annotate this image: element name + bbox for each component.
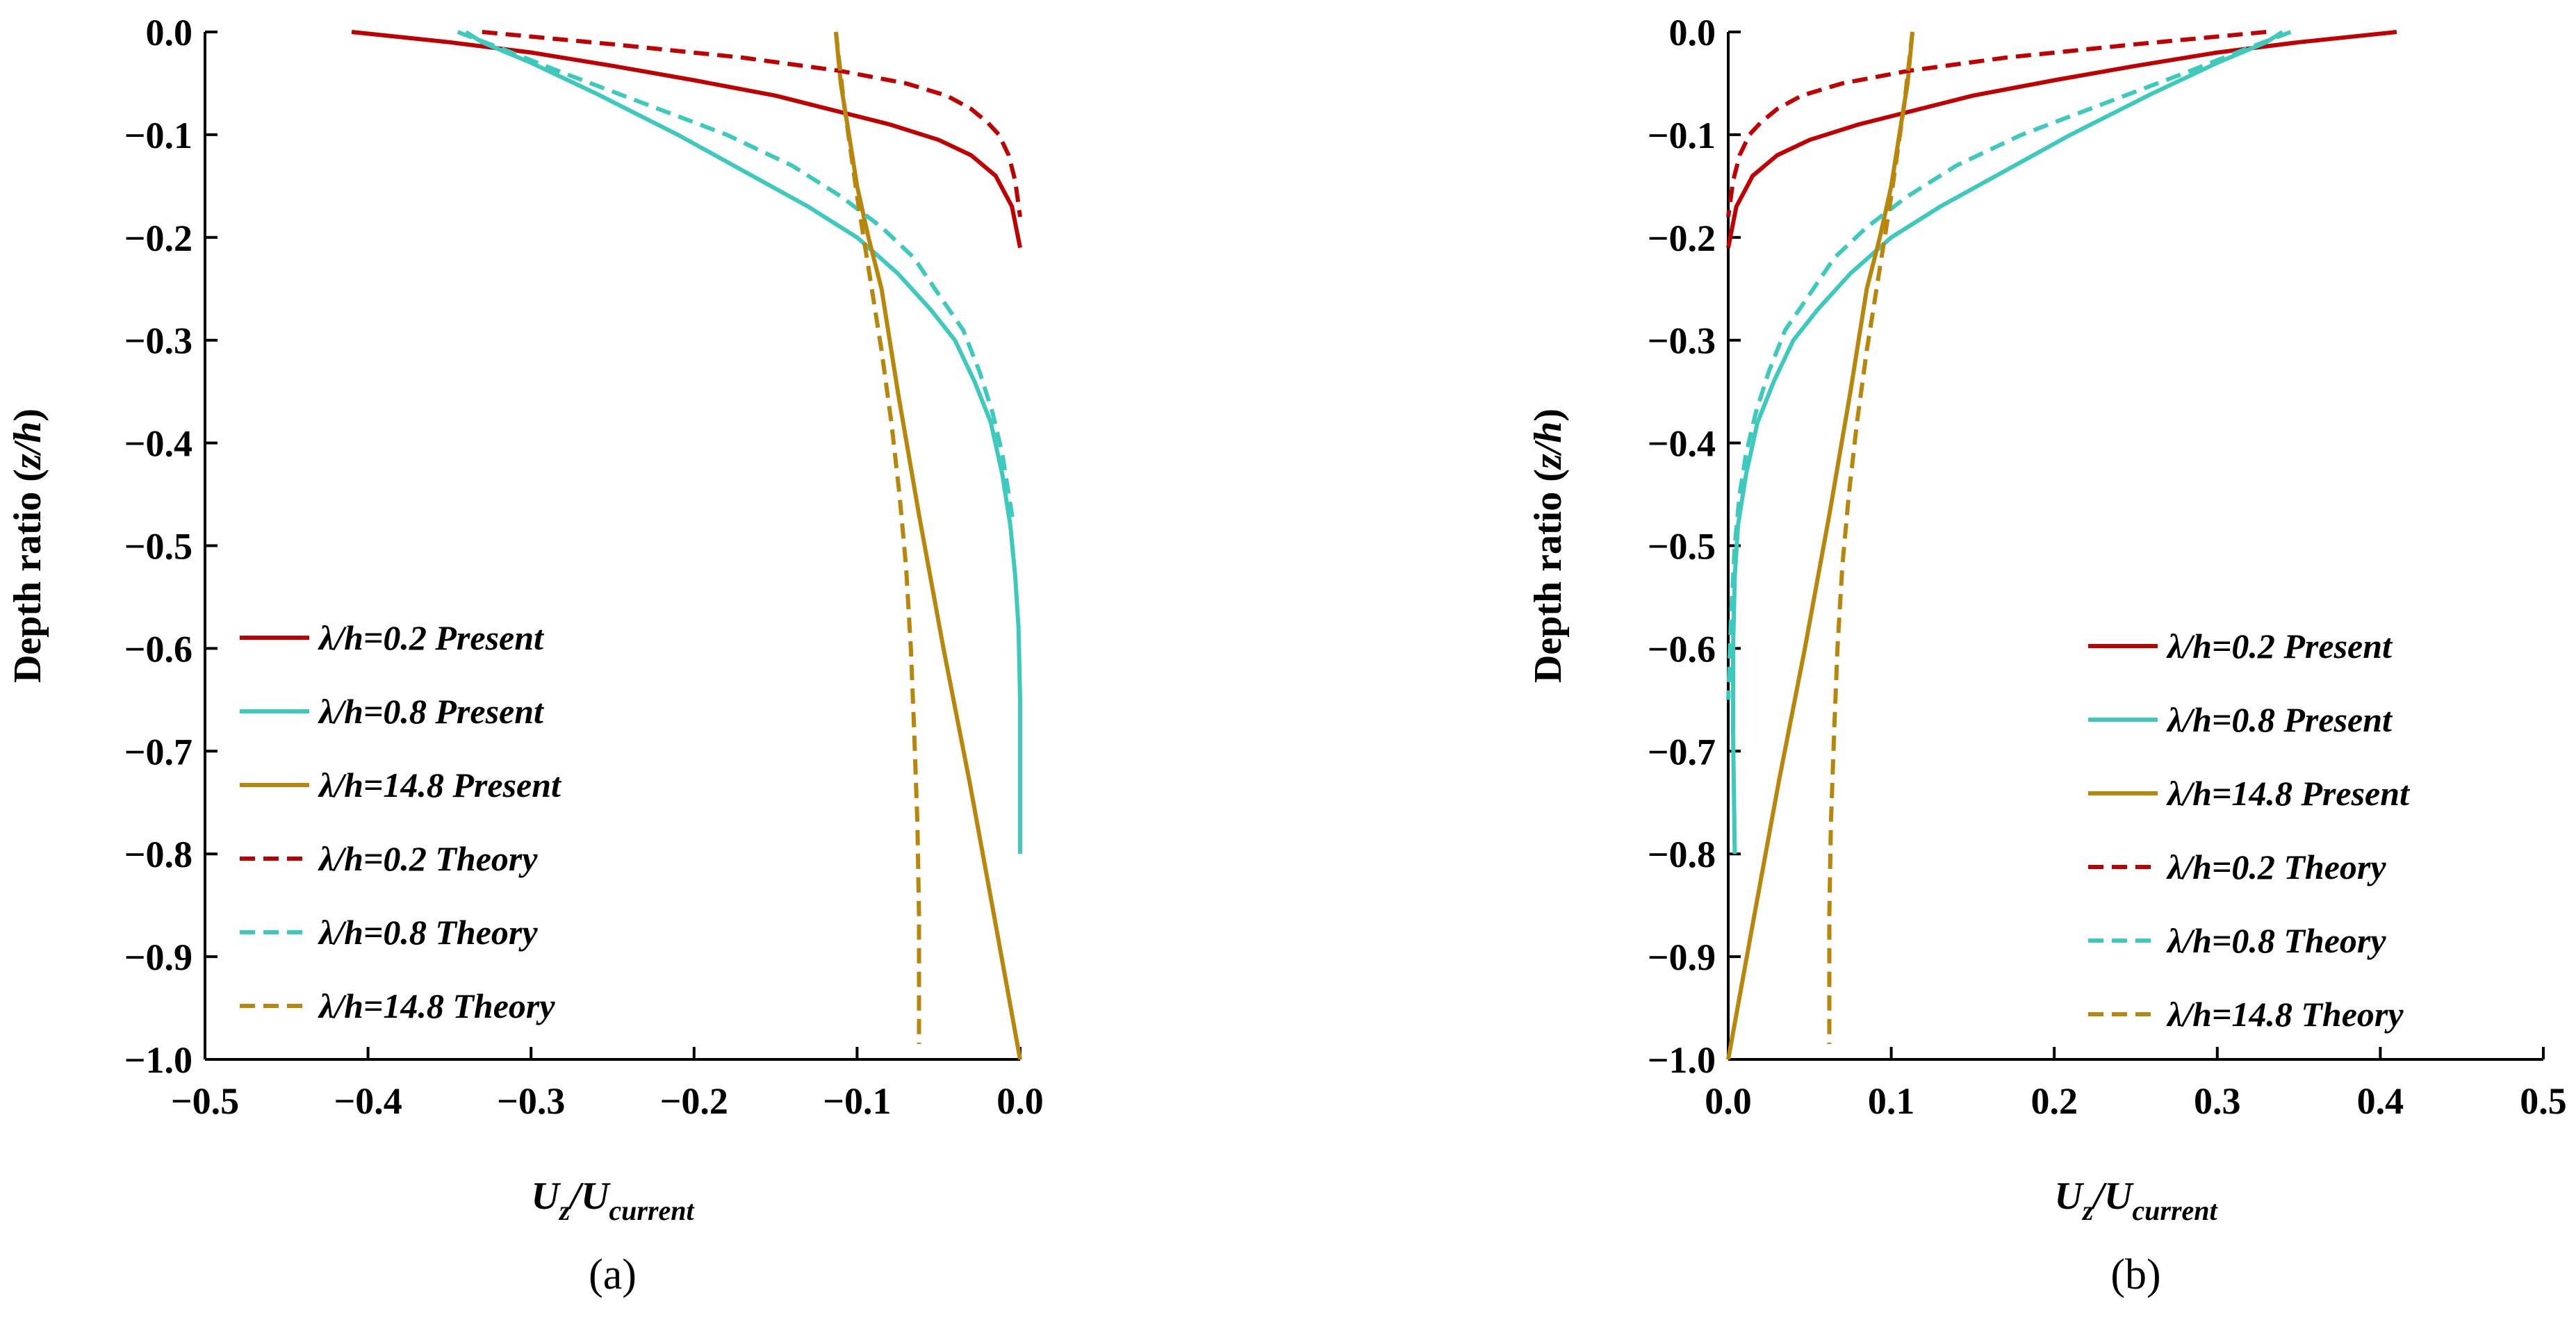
series-line-s02t (1726, 30, 2267, 217)
y-tick-label: 0.0 (146, 12, 193, 53)
y-tick-label: −0.1 (1648, 115, 1716, 156)
y-tick-label: −0.1 (124, 115, 192, 156)
x-tick-label: 0.0 (1705, 1080, 1752, 1122)
x-tick-label: 0.4 (2357, 1080, 2404, 1122)
y-tick-label: −0.4 (1648, 423, 1716, 465)
legend-label-s148p: λ/h=14.8 Present (2166, 774, 2411, 813)
y-tick-label: −0.7 (1648, 731, 1716, 772)
series-line-s02t (482, 30, 1022, 217)
x-axis-title: Uz/Ucurrent (531, 1175, 695, 1226)
y-tick-label: −0.3 (1648, 320, 1716, 362)
legend-label-s02t: λ/h=0.2 Theory (318, 839, 538, 878)
x-tick-label: −0.4 (334, 1080, 402, 1122)
panel-label: (a) (589, 1251, 637, 1298)
y-tick-label: −0.4 (124, 423, 192, 465)
series-line-s02p (1726, 30, 2397, 249)
y-tick-label: −0.8 (124, 834, 192, 875)
x-tick-label: −0.2 (660, 1080, 728, 1122)
series-line-s08p (464, 30, 1022, 854)
x-tick-label: 0.1 (1868, 1080, 1915, 1122)
series-line-s02p (351, 30, 1022, 249)
y-tick-label: −0.3 (124, 320, 192, 362)
legend-label-s02p: λ/h=0.2 Present (2166, 627, 2393, 666)
y-axis-title-text: Depth ratio ( (6, 469, 49, 683)
y-axis-title-text: Depth ratio ( (1527, 469, 1570, 683)
y-axis-title-var: z/h (6, 422, 49, 471)
y-axis-title-var: z/h (1527, 422, 1570, 471)
series-line-s08t (457, 30, 1016, 526)
x-tick-label: 0.2 (2031, 1080, 2078, 1122)
legend-label-s02t: λ/h=0.2 Theory (2166, 848, 2386, 886)
panel-label: (b) (2110, 1251, 2160, 1298)
legend-label-s148t: λ/h=14.8 Theory (318, 986, 555, 1025)
y-tick-label: −0.6 (124, 628, 192, 670)
y-axis-title-close: ) (1527, 408, 1570, 422)
y-tick-label: −0.8 (1648, 834, 1716, 875)
y-axis-title-close: ) (6, 408, 49, 422)
y-tick-label: −1.0 (1648, 1039, 1716, 1081)
x-tick-label: −0.1 (823, 1080, 891, 1122)
series-line-s08t (1726, 30, 2292, 700)
y-tick-label: 0.0 (1669, 12, 1716, 53)
x-tick-label: 0.5 (2520, 1080, 2567, 1122)
y-tick-label: −0.6 (1648, 628, 1716, 670)
legend: λ/h=0.2 Present λ/h=0.8 Present λ/h=14.8 P… (2088, 627, 2411, 1034)
series-line-s148p (1726, 31, 1915, 1060)
legend-label-s08t: λ/h=0.8 Theory (2166, 921, 2386, 960)
legend-label-s148t: λ/h=14.8 Theory (2166, 995, 2404, 1034)
y-axis-title: Depth ratio (z/h) (1527, 408, 1570, 683)
series-line-s148t (1827, 31, 1915, 1044)
y-tick-label: −0.2 (1648, 217, 1716, 259)
x-tick-label: −0.3 (497, 1080, 565, 1122)
legend-label-s148p: λ/h=14.8 Present (318, 766, 562, 804)
chart-panel-0: 0.0 −0.1 −0.2 −0.3 −0.4 −0.5 −0.6 −0.7 −0.8 −0.9 −… (6, 12, 1044, 1298)
legend-label-s08t: λ/h=0.8 Theory (318, 913, 538, 952)
y-axis-title: Depth ratio (z/h) (6, 408, 49, 683)
chart-panel-1: 0.0 −0.1 −0.2 −0.3 −0.4 −0.5 −0.6 −0.7 −0.8 −0.9 −… (1527, 12, 2567, 1298)
x-axis-title: Uz/Ucurrent (2054, 1175, 2218, 1226)
y-tick-label: −0.9 (124, 936, 192, 978)
y-tick-label: −0.9 (1648, 936, 1716, 978)
legend-label-s08p: λ/h=0.8 Present (2166, 700, 2393, 739)
y-tick-label: −0.5 (1648, 526, 1716, 568)
legend-label-s02p: λ/h=0.2 Present (318, 618, 545, 657)
y-tick-label: −0.5 (124, 526, 192, 568)
series-line-s148p (833, 31, 1022, 1060)
y-tick-label: −1.0 (124, 1039, 192, 1081)
series-line-s148t (833, 31, 921, 1044)
y-tick-label: −0.7 (124, 731, 192, 772)
legend-label-s08p: λ/h=0.8 Present (318, 692, 545, 731)
legend: λ/h=0.2 Present λ/h=0.8 Present λ/h=14.8 P… (240, 618, 562, 1025)
y-tick-label: −0.2 (124, 217, 192, 259)
x-tick-label: −0.5 (171, 1080, 239, 1122)
x-tick-label: 0.0 (996, 1080, 1044, 1122)
x-tick-label: 0.3 (2194, 1080, 2241, 1122)
